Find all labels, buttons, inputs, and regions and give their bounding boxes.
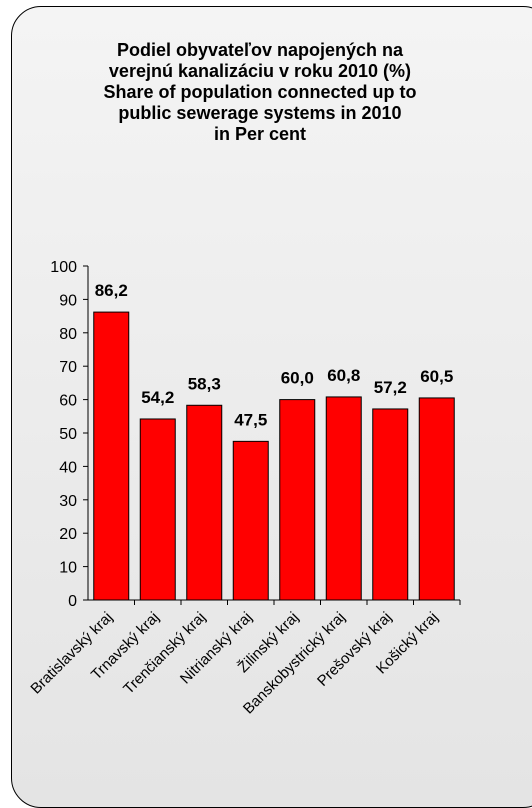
bar: [279, 399, 316, 601]
x-tick-label: Bratislavský kraj: [27, 609, 116, 698]
y-tick-label: 60: [59, 393, 77, 410]
y-tick-label: 10: [59, 560, 77, 577]
y-tick-label: 30: [59, 493, 77, 510]
y-tick-label: 20: [59, 526, 77, 543]
y-tick-label: 70: [59, 359, 77, 376]
title-line-2: verejnú kanalizáciu v roku 2010 (%): [108, 61, 412, 81]
title-line-4: public sewerage systems in 2010: [118, 103, 402, 123]
y-tick-label: 90: [59, 292, 77, 309]
data-label: 60,0: [281, 369, 314, 388]
x-tick-label: Trenčianský kraj: [120, 609, 209, 698]
data-label: 58,3: [188, 374, 221, 393]
y-tick-label: 0: [68, 593, 77, 610]
y-tick-label: 100: [50, 259, 77, 276]
data-label: 60,8: [327, 366, 360, 385]
data-label: 57,2: [374, 378, 407, 397]
bar: [186, 404, 223, 601]
data-label: 54,2: [141, 388, 174, 407]
y-tick-label: 40: [59, 459, 77, 476]
bar: [325, 396, 362, 601]
data-label: 47,5: [234, 410, 267, 429]
bar: [139, 418, 176, 601]
chart-title: Podiel obyvateľov napojených na verejnú …: [30, 40, 490, 145]
title-line-5: in Per cent: [213, 124, 307, 144]
data-label: 60,5: [420, 367, 453, 386]
title-line-3: Share of population connected up to: [103, 82, 417, 102]
bar: [93, 311, 130, 601]
bar: [232, 440, 269, 601]
y-tick-label: 80: [59, 326, 77, 343]
bar: [418, 397, 455, 601]
title-line-1: Podiel obyvateľov napojených na: [116, 40, 403, 60]
data-label: 86,2: [95, 281, 128, 300]
y-tick-label: 50: [59, 426, 77, 443]
bar: [372, 408, 409, 601]
